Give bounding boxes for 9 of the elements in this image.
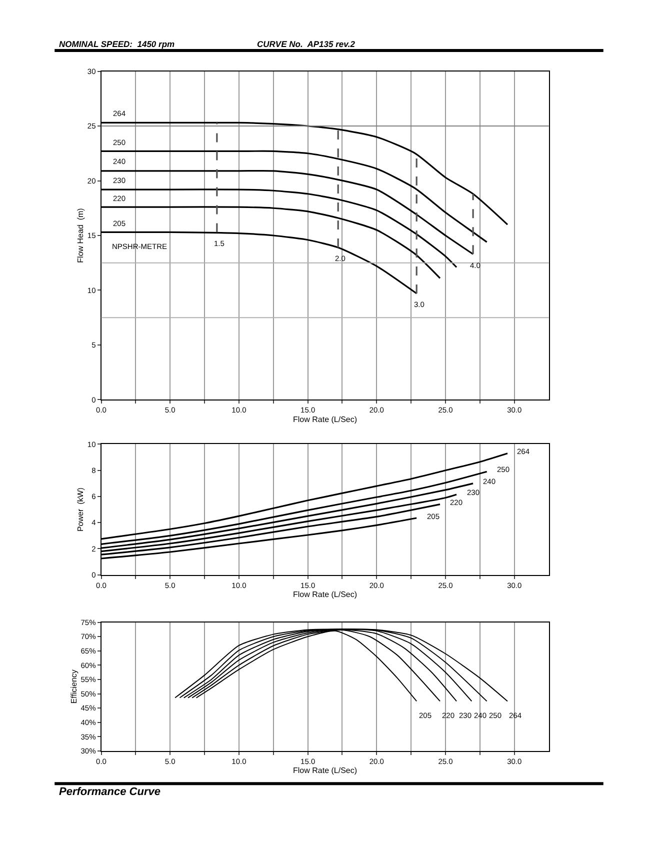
text: NOMINAL SPEED: 1450 rpm bbox=[59, 39, 176, 49]
y-axis-title: Efficiency bbox=[69, 670, 78, 704]
x-axis-title: Flow Rate (L/Sec) bbox=[293, 766, 358, 776]
y-axis-title: Flow Head (m) bbox=[76, 208, 86, 263]
text: Performance Curve bbox=[59, 786, 160, 798]
x-axis-title: Flow Rate (L/Sec) bbox=[293, 414, 358, 424]
y-axis-title: Power (kW) bbox=[76, 487, 86, 532]
text: CURVE No. AP135 rev.2 bbox=[257, 39, 356, 49]
x-axis-title: Flow Rate (L/Sec) bbox=[293, 590, 358, 599]
